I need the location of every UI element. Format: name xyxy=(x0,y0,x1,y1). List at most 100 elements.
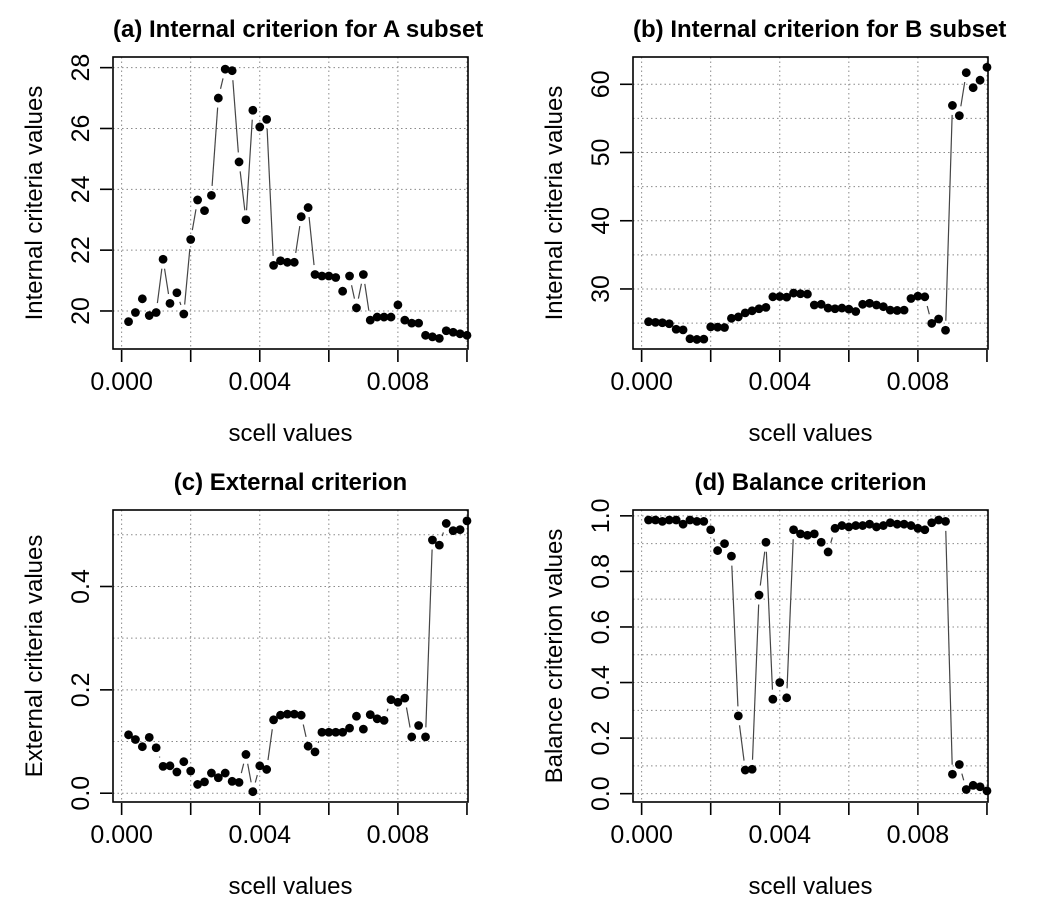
grid-lines xyxy=(113,510,468,802)
data-point xyxy=(982,786,992,796)
data-point xyxy=(920,525,930,535)
data-line xyxy=(350,285,356,299)
data-point xyxy=(685,515,695,525)
data-point xyxy=(248,787,258,797)
data-line xyxy=(945,114,953,321)
data-line xyxy=(308,216,315,266)
data-point xyxy=(414,318,424,328)
data-point xyxy=(727,551,736,561)
data-point xyxy=(124,730,133,740)
panel-b-title: (b) Internal criterion for B subset xyxy=(633,16,1007,43)
data-point xyxy=(878,521,888,530)
data-point xyxy=(462,516,472,526)
data-point xyxy=(379,312,389,322)
data-point xyxy=(372,312,382,322)
plot-border xyxy=(632,509,989,803)
data-point xyxy=(200,777,209,787)
data-point xyxy=(720,323,729,332)
plot-border xyxy=(112,56,469,350)
data-line xyxy=(765,551,774,690)
data-point xyxy=(137,294,147,304)
x-axis-ticks: 0.000 0.004 0.008 xyxy=(610,803,988,849)
data-point xyxy=(144,732,154,742)
data-point xyxy=(782,292,792,302)
data-point xyxy=(124,317,133,327)
y-tick-label: 0.0 xyxy=(67,776,95,811)
data-point xyxy=(144,311,154,320)
data-point xyxy=(131,308,140,317)
data-point xyxy=(768,292,778,302)
data-point xyxy=(809,300,819,310)
data-point xyxy=(885,305,895,315)
data-point xyxy=(179,757,189,767)
data-point xyxy=(961,68,971,78)
data-point xyxy=(428,535,437,545)
panel-b-plot-area: 0.000 0.004 0.008 30 40 50 60 xyxy=(587,56,992,396)
data-point xyxy=(338,727,348,737)
data-line-segments xyxy=(158,532,444,783)
data-point xyxy=(830,304,840,314)
data-line xyxy=(405,707,411,728)
data-point xyxy=(664,319,674,329)
data-point xyxy=(720,539,729,549)
data-point xyxy=(158,254,168,264)
data-point xyxy=(809,529,819,539)
data-point xyxy=(816,299,826,309)
data-point xyxy=(262,114,272,124)
data-line xyxy=(441,532,444,537)
data-point xyxy=(186,766,196,776)
y-tick-label: 20 xyxy=(67,297,95,325)
data-line xyxy=(239,171,246,211)
data-point xyxy=(448,327,458,337)
data-point xyxy=(441,326,451,336)
data-point xyxy=(386,312,396,322)
data-point xyxy=(172,288,182,298)
y-tick-label: 0.4 xyxy=(587,665,615,700)
data-point xyxy=(165,761,175,771)
data-line xyxy=(713,538,716,542)
y-tick-label: 22 xyxy=(67,236,95,264)
y-tick-label: 26 xyxy=(67,115,95,143)
y-axis-ticks: 20 22 24 26 28 xyxy=(67,54,112,325)
data-point xyxy=(324,271,334,281)
data-point xyxy=(345,723,354,733)
x-tick-label: 0.008 xyxy=(367,368,430,396)
data-point xyxy=(706,322,716,332)
data-point xyxy=(982,62,992,72)
data-point xyxy=(303,741,313,751)
data-point xyxy=(421,732,430,742)
data-point xyxy=(671,515,681,525)
data-point xyxy=(345,271,354,281)
panel-a-plot-area: 0.000 0.004 0.008 20 22 24 26 28 xyxy=(67,54,472,396)
data-point xyxy=(317,727,327,737)
data-point xyxy=(699,516,709,526)
data-point xyxy=(303,203,313,212)
data-point xyxy=(740,308,750,318)
data-point xyxy=(651,317,660,327)
data-points xyxy=(644,515,992,796)
data-point xyxy=(331,727,341,737)
y-tick-label: 0.6 xyxy=(587,610,615,645)
data-point xyxy=(754,304,764,314)
data-point xyxy=(754,590,764,600)
data-line xyxy=(266,128,274,256)
data-line xyxy=(232,80,239,153)
data-line xyxy=(357,283,363,299)
data-point xyxy=(434,333,444,343)
data-point xyxy=(664,515,674,525)
y-tick-label: 0.8 xyxy=(587,554,615,589)
data-point xyxy=(310,747,320,757)
data-point xyxy=(448,526,458,536)
panel-a: (a) Internal criterion for A subset Inte… xyxy=(0,0,520,453)
plot-border xyxy=(112,509,469,803)
x-tick-label: 0.008 xyxy=(887,821,950,849)
data-point xyxy=(920,292,930,302)
panel-c-x-axis-label: scell values xyxy=(228,873,353,900)
x-tick-label: 0.004 xyxy=(748,821,811,849)
data-point xyxy=(913,291,923,301)
data-point xyxy=(899,305,909,315)
data-point xyxy=(276,256,285,266)
data-point xyxy=(220,768,230,778)
data-point xyxy=(948,769,957,779)
